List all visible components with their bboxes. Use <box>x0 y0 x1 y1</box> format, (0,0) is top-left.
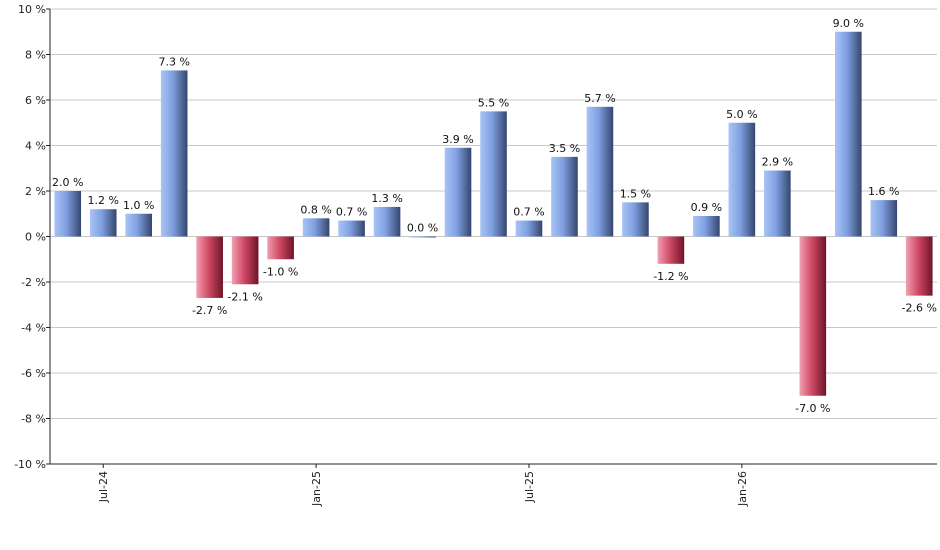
data-label: 3.9 % <box>442 133 473 146</box>
bar <box>764 170 791 237</box>
bar <box>905 236 933 296</box>
bar <box>551 156 578 237</box>
data-label: 0.7 % <box>513 206 544 219</box>
bar <box>373 206 401 237</box>
data-label: 0.9 % <box>691 201 722 214</box>
bar <box>515 220 543 237</box>
bar <box>338 220 365 237</box>
bar <box>657 236 685 264</box>
data-label: 7.3 % <box>158 55 189 68</box>
y-tick-label: 4 % <box>25 140 46 153</box>
y-tick-label: -2 % <box>21 276 46 289</box>
data-label: 5.7 % <box>584 92 615 105</box>
y-tick-label: 8 % <box>25 49 46 62</box>
x-tick-label: Jul-25 <box>523 471 536 503</box>
bar <box>125 213 153 237</box>
bar <box>622 202 649 237</box>
bar <box>302 218 330 237</box>
data-label: 1.0 % <box>123 199 154 212</box>
data-label: 1.5 % <box>620 187 651 200</box>
y-axis-tick-labels: 10 % 8 % 6 % 4 % 2 % 0 % -2 % -4 % -6 % -8 % -10 % <box>14 3 50 471</box>
y-tick-label: -4 % <box>21 322 46 335</box>
data-label: 5.0 % <box>726 108 757 121</box>
bar <box>834 31 862 237</box>
axes <box>49 9 937 465</box>
x-tick-label: Jul-24 <box>97 471 110 503</box>
data-label: 3.5 % <box>549 142 580 155</box>
data-label: -1.0 % <box>263 265 298 278</box>
bar <box>196 236 223 298</box>
x-tick-label: Jan-26 <box>736 471 749 507</box>
bar <box>160 70 188 237</box>
data-label: -2.7 % <box>192 304 227 317</box>
data-label: 1.2 % <box>87 194 118 207</box>
data-label: 0.7 % <box>336 206 367 219</box>
y-tick-label: 0 % <box>25 231 46 244</box>
bar <box>693 216 720 237</box>
bar <box>799 236 827 396</box>
y-tick-label: 10 % <box>18 3 46 16</box>
y-tick-label: 6 % <box>25 94 46 107</box>
bar <box>409 236 436 238</box>
bar <box>728 122 756 237</box>
data-label: 0.8 % <box>300 203 331 216</box>
data-label: 2.0 % <box>52 176 83 189</box>
data-labels: 2.0 % 1.2 % 1.0 % 7.3 % -2.7 %-2.1 %-1.0 % 0.… <box>52 17 937 415</box>
y-tick-label: -8 % <box>21 413 46 426</box>
data-label: 5.5 % <box>478 96 509 109</box>
data-label: 1.6 % <box>868 185 899 198</box>
data-label: 0.0 % <box>407 222 438 235</box>
x-axis-tick-labels: Jul-24 Jan-25 Jul-25 Jan-26 <box>97 464 749 507</box>
y-tick-label: -6 % <box>21 367 46 380</box>
data-label: -2.6 % <box>902 302 937 315</box>
bar <box>231 236 259 285</box>
data-label: 1.3 % <box>371 192 402 205</box>
bar <box>480 111 507 237</box>
data-label: 2.9 % <box>762 156 793 169</box>
data-label: -7.0 % <box>795 402 830 415</box>
bar <box>54 191 82 237</box>
bar <box>870 200 898 237</box>
data-label: 9.0 % <box>833 17 864 30</box>
bar <box>267 236 294 260</box>
y-tick-label: 2 % <box>25 185 46 198</box>
data-label: -1.2 % <box>653 270 688 283</box>
y-tick-label: -10 % <box>14 458 46 471</box>
x-tick-label: Jan-25 <box>310 471 323 507</box>
bars <box>54 31 933 396</box>
bar <box>444 147 472 237</box>
bar <box>586 106 614 237</box>
bar <box>89 209 117 237</box>
data-label: -2.1 % <box>227 290 262 303</box>
